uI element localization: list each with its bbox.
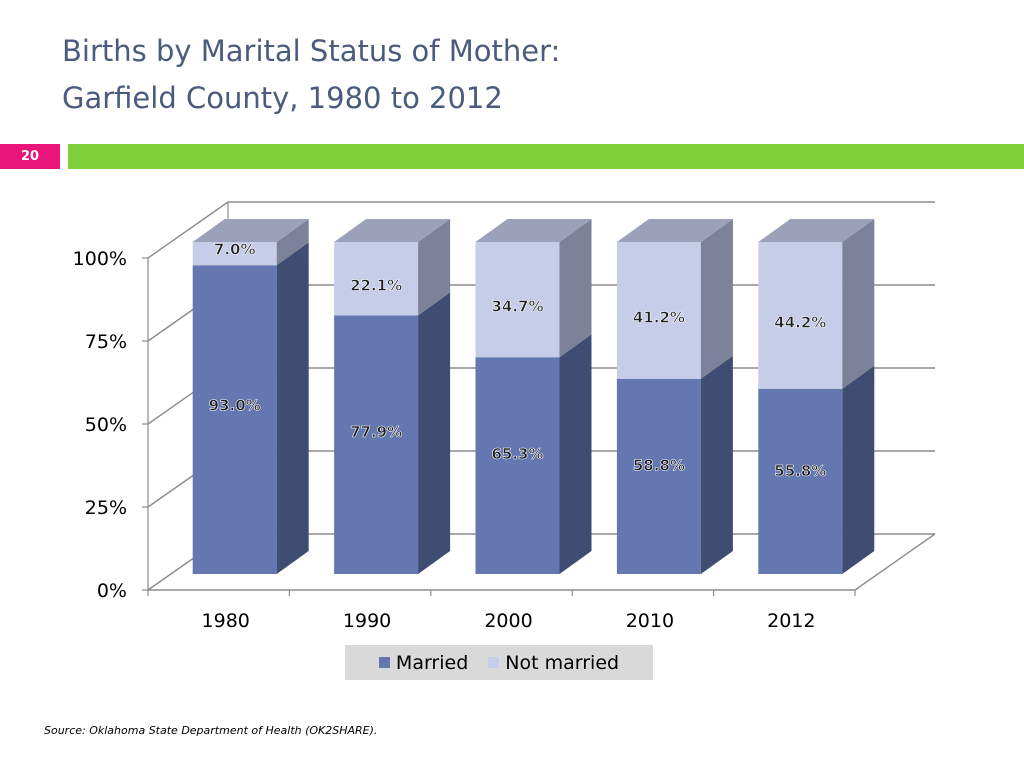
legend-label-not-married: Not married xyxy=(505,651,620,674)
bar-married-2012 xyxy=(758,388,843,574)
bar-married-2000 xyxy=(475,357,560,574)
bar-not-married-2012 xyxy=(758,242,843,389)
legend-item-not-married: Not married xyxy=(488,652,619,674)
data-label-married-2012: 55.8% xyxy=(774,462,826,480)
x-tick-label-1980: 1980 xyxy=(202,610,250,632)
data-label-not-married-1990: 22.1% xyxy=(350,277,402,295)
x-tick-label-1990: 1990 xyxy=(343,610,391,632)
title-line-2: Garfield County, 1980 to 2012 xyxy=(62,81,503,115)
bar-top-1990 xyxy=(334,219,451,242)
legend-item-married: Married xyxy=(378,651,469,674)
legend-label-married: Married xyxy=(395,651,469,674)
bar-married-1980 xyxy=(192,265,277,574)
data-label-not-married-2012: 44.2% xyxy=(774,313,826,331)
data-label-not-married-2010: 41.2% xyxy=(633,308,685,326)
page-number-badge: 20 xyxy=(0,144,60,169)
bar-married-side-2012 xyxy=(842,365,875,574)
chart-legend: Married Not married xyxy=(345,645,653,680)
data-label-not-married-2000: 34.7% xyxy=(491,298,543,316)
y-tick-label: 75% xyxy=(85,331,127,353)
x-tick-label-2000: 2000 xyxy=(484,610,532,632)
legend-swatch-married xyxy=(378,657,390,668)
bar-married-2010 xyxy=(616,378,701,574)
data-label-married-1990: 77.9% xyxy=(350,423,402,441)
bar-not-married-side-2012 xyxy=(842,219,875,389)
x-tick-label-2012: 2012 xyxy=(767,610,815,632)
bar-not-married-2010 xyxy=(616,242,701,379)
bar-not-married-side-2000 xyxy=(559,219,592,358)
slide-title: Births by Marital Status of Mother: Garf… xyxy=(62,28,560,122)
data-label-married-2010: 58.8% xyxy=(633,457,685,475)
bar-not-married-1980 xyxy=(192,242,277,266)
x-tick-label-2010: 2010 xyxy=(626,610,674,632)
y-tick-label: 50% xyxy=(85,414,127,436)
bar-married-side-2010 xyxy=(700,355,733,574)
accent-bar xyxy=(68,144,1024,169)
bar-married-1990 xyxy=(334,315,419,574)
bar-top-2012 xyxy=(758,219,875,242)
data-label-not-married-1980: 7.0% xyxy=(214,241,256,259)
y-tick-label: 100% xyxy=(73,248,127,270)
bar-top-1980 xyxy=(192,219,309,242)
y-tick-label: 0% xyxy=(97,580,127,602)
title-line-1: Births by Marital Status of Mother: xyxy=(62,34,561,68)
bar-not-married-1990 xyxy=(334,242,419,316)
bar-married-side-1980 xyxy=(276,242,309,575)
source-note: Source: Oklahoma State Department of Hea… xyxy=(44,724,378,737)
bar-not-married-side-1980 xyxy=(276,219,309,266)
bar-top-2000 xyxy=(475,219,592,242)
data-label-married-2000: 65.3% xyxy=(491,445,543,463)
bar-married-side-1990 xyxy=(418,292,451,574)
bar-top-2010 xyxy=(616,219,733,242)
bar-not-married-side-1990 xyxy=(418,219,451,316)
legend-swatch-not-married xyxy=(488,657,500,668)
y-tick-label: 25% xyxy=(85,497,127,519)
bar-not-married-side-2010 xyxy=(700,219,733,379)
bar-not-married-2000 xyxy=(475,242,560,358)
bar-married-side-2000 xyxy=(559,334,592,574)
data-label-married-1980: 93.0% xyxy=(209,396,261,414)
